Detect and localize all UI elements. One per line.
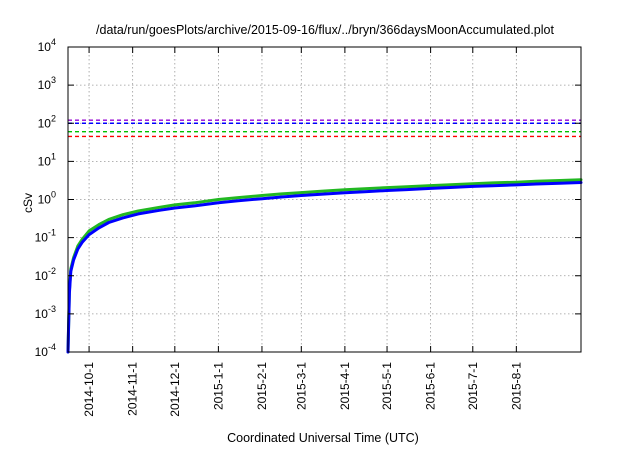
y-tick-base: 10 bbox=[38, 40, 52, 54]
y-tick-base: 10 bbox=[35, 307, 49, 321]
y-tick-exponent: -1 bbox=[48, 228, 56, 238]
y-tick-label: 102 bbox=[38, 113, 56, 130]
y-tick-label: 10-2 bbox=[35, 266, 56, 283]
y-tick-base: 10 bbox=[38, 154, 52, 168]
x-tick-label: 2014-12-1 bbox=[168, 362, 182, 417]
x-tick-label: 2015-1-1 bbox=[211, 362, 225, 410]
x-tick-label: 2014-10-1 bbox=[82, 362, 96, 417]
y-tick-label: 10-4 bbox=[35, 342, 56, 359]
x-tick-label: 2015-6-1 bbox=[424, 362, 438, 410]
x-tick-label: 2014-11-1 bbox=[126, 362, 140, 416]
chart-title: /data/run/goesPlots/archive/2015-09-16/f… bbox=[96, 23, 554, 37]
y-tick-label: 10-1 bbox=[35, 228, 56, 245]
y-tick-label: 104 bbox=[38, 37, 56, 54]
y-tick-exponent: 3 bbox=[51, 75, 56, 85]
series-line-1 bbox=[66, 178, 583, 354]
y-tick-label: 100 bbox=[38, 190, 56, 207]
y-tick-label: 103 bbox=[38, 75, 56, 92]
y-tick-exponent: -2 bbox=[48, 266, 56, 276]
x-tick-label: 2015-3-1 bbox=[294, 362, 308, 410]
x-tick-label: 2015-8-1 bbox=[509, 362, 523, 410]
y-tick-base: 10 bbox=[35, 345, 49, 359]
series-line-2 bbox=[66, 181, 583, 354]
y-tick-exponent: 2 bbox=[51, 113, 56, 123]
x-tick-label: 2015-5-1 bbox=[380, 362, 394, 410]
threshold-lines bbox=[68, 119, 581, 138]
y-tick-base: 10 bbox=[35, 231, 49, 245]
y-tick-exponent: 1 bbox=[51, 151, 56, 161]
y-tick-base: 10 bbox=[35, 269, 49, 283]
y-axis-label: cSv bbox=[21, 193, 35, 213]
y-tick-base: 10 bbox=[38, 78, 52, 92]
x-tick-label: 2015-4-1 bbox=[338, 362, 352, 410]
y-tick-label: 101 bbox=[38, 151, 56, 168]
y-tick-exponent: -4 bbox=[48, 342, 56, 352]
x-tick-label: 2015-7-1 bbox=[466, 362, 480, 410]
y-tick-base: 10 bbox=[38, 193, 52, 207]
x-tick-label: 2015-2-1 bbox=[255, 362, 269, 410]
y-tick-label: 10-3 bbox=[35, 304, 56, 321]
grid-lines bbox=[68, 47, 581, 352]
y-tick-exponent: 4 bbox=[51, 37, 56, 47]
axis-ticks: 10-410-310-210-11001011021031042014-10-1… bbox=[35, 37, 581, 417]
y-tick-base: 10 bbox=[38, 116, 52, 130]
series-lines bbox=[66, 178, 583, 354]
y-tick-exponent: 0 bbox=[51, 190, 56, 200]
y-tick-exponent: -3 bbox=[48, 304, 56, 314]
x-axis-label: Coordinated Universal Time (UTC) bbox=[227, 431, 419, 445]
